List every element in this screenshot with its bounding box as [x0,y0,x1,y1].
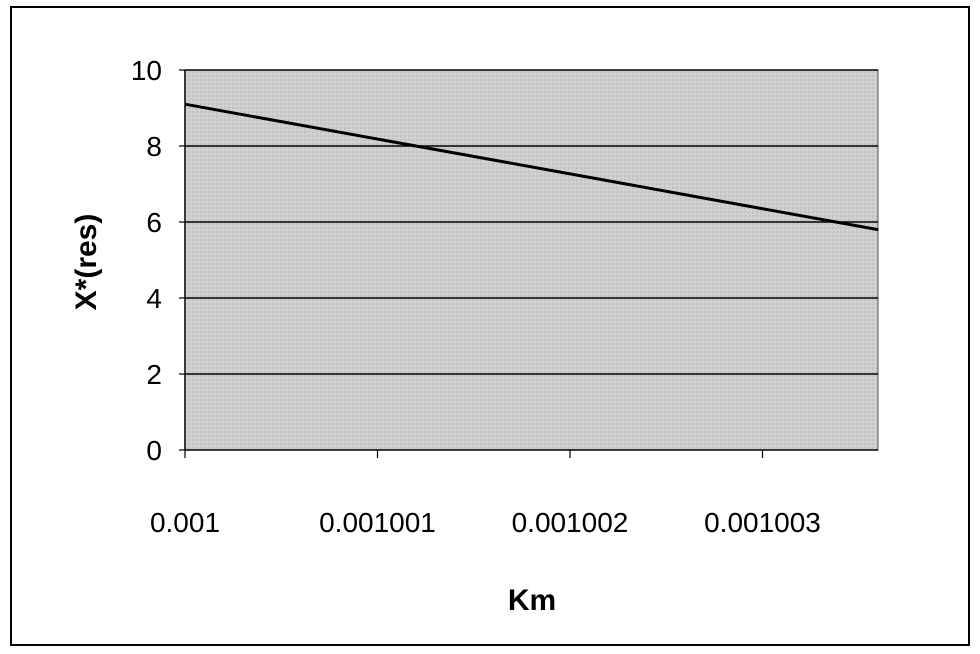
x-tick-label: 0.001 [150,507,220,538]
x-tick-label: 0.001003 [704,507,821,538]
y-tick-label: 2 [146,359,162,390]
gridlines [185,69,878,375]
series-line [184,102,879,232]
plot-area [184,69,879,451]
y-tick-labels: 0 2 4 6 8 10 [131,55,162,466]
x-tick-labels: 0.001 0.001001 0.001002 0.001003 [150,507,821,538]
y-tick-label: 4 [146,283,162,314]
x-tick-label: 0.001002 [512,507,629,538]
axes [179,69,878,458]
x-axis-title: Km [508,584,556,617]
y-tick-label: 8 [146,131,162,162]
y-axis-title: X*(res) [70,214,103,311]
y-tick-label: 10 [131,55,162,86]
series-layer [184,102,879,232]
y-tick-label: 6 [146,207,162,238]
x-tick-label: 0.001001 [319,507,436,538]
y-tick-label: 0 [146,435,162,466]
